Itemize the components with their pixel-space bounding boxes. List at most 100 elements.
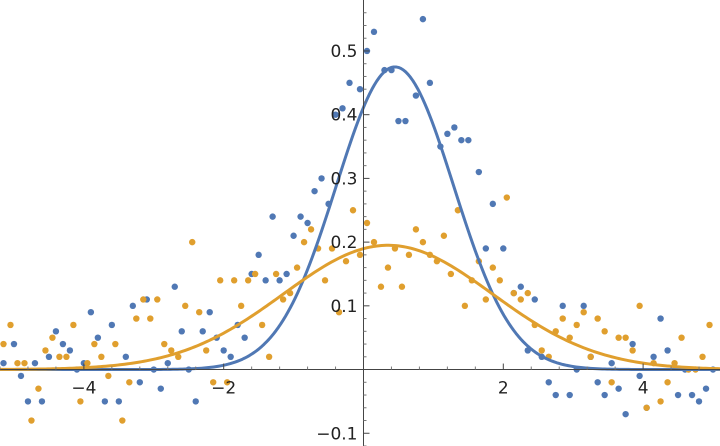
series-2-point [154,296,161,303]
series-1-point [657,315,664,322]
series-2-point [119,417,126,424]
series-2-point [293,264,301,271]
series-1-point [458,136,465,144]
series-2-point [300,238,308,246]
series-1-point [412,92,420,99]
series-2-point [251,270,259,278]
x-tick-label: −2 [211,379,236,399]
series-1-point [615,385,622,392]
series-1-point [122,353,130,360]
series-1-point [402,117,409,125]
series-1-point [129,302,137,310]
series-2-point [664,379,671,386]
series-1-point [695,398,703,405]
series-1-point [580,302,587,310]
series-1-point [262,277,269,284]
series-1-point [636,372,643,380]
series-1-point [171,283,178,290]
series-2-point [258,321,266,329]
series-1-point [94,334,102,341]
series-2-point [440,232,448,239]
series-1-point [10,340,18,348]
series-1-point [220,347,227,354]
series-2-point [622,334,629,341]
y-tick-label: 0.2 [330,233,357,253]
series-2-point [49,334,56,341]
series-1-point [475,168,483,176]
series-1-point [356,86,364,93]
series-1-point [444,130,451,137]
series-2-point [63,353,70,360]
series-2-point [335,309,343,316]
series-2-point [91,340,98,348]
series-2-point [112,340,119,348]
series-2-point [21,359,28,367]
series-1-point [157,385,164,392]
series-1-point [346,79,353,87]
series-2-point [230,277,238,284]
series-2-point [182,302,189,310]
series-2-point [601,328,608,335]
series-1-point [66,347,74,354]
axis-ticks: −4 −2 2 4 −0.1 0.1 0.2 0.3 0.4 0.5 [0,12,700,446]
series-1-point [489,200,497,208]
series-2-point [216,277,224,284]
series-1-point [269,213,276,220]
series-2-point [461,302,469,310]
series-1-point [0,359,7,367]
series-1-point [608,359,615,367]
series-2-point [237,302,245,310]
series-2-point [0,340,7,348]
series-1-point [52,328,60,335]
series-2-point [524,289,531,297]
series-2-point [615,334,622,341]
series-2-point [671,359,678,367]
series-2-point [573,321,580,329]
series-1-point [276,277,283,284]
series-2-point [77,398,84,405]
series-2-point [279,296,287,303]
series-2-point [629,347,636,354]
x-tick-label: 4 [638,379,649,399]
series-2-point [7,321,14,329]
series-2-point [517,296,524,303]
series-2-point [636,302,643,310]
series-1-point [664,347,671,354]
series-1-point [545,379,552,386]
series-2-point [699,353,706,360]
series-1-point [164,359,171,367]
series-2-point [307,226,315,233]
series-2-point [42,347,49,354]
series-1-point [622,410,629,418]
series-2-point [405,251,413,259]
series-1-point [339,105,346,112]
series-2-point [482,296,490,303]
series-1-point [136,379,144,386]
series-2-point [566,334,573,341]
series-1-point [426,79,434,87]
series-2-point [189,238,196,246]
x-tick-label: 2 [498,379,509,399]
series-2-point [84,359,91,367]
series-2-point [580,309,587,316]
series-2-point [447,270,455,278]
series-2-point [503,194,510,201]
series-1-point [17,372,25,380]
series-1-point [517,283,524,290]
y-tick-label: 0.3 [330,169,357,189]
series-2-point [657,398,664,405]
series-1-point [297,213,304,220]
series-1-point [178,328,185,335]
series-1-point [629,340,636,348]
y-tick-label: −0.1 [316,424,357,444]
series-2-point [272,270,280,278]
series-2-point [196,309,203,316]
series-2-point [147,315,154,322]
series-2-point [384,264,392,271]
series-1-point [45,353,53,360]
series-2-point [356,251,364,259]
series-1-point [500,245,507,252]
series-1-point [332,111,339,118]
series-2-point [126,379,133,386]
